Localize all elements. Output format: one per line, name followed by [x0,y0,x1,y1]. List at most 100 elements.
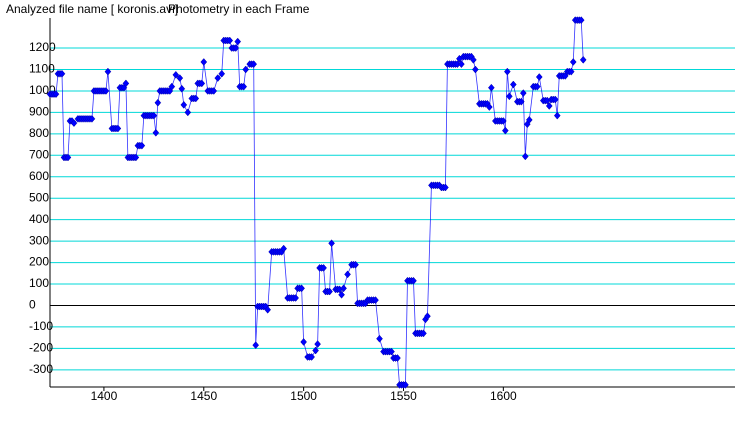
point-marker [210,87,218,95]
x-tick-label: 1500 [290,389,317,403]
y-tick-label: -100 [29,319,53,333]
y-tick-label: 900 [29,105,49,119]
point-marker [252,341,260,350]
point-marker [168,82,176,91]
point-marker [470,55,477,64]
point-marker [500,117,507,125]
point-marker [388,347,395,356]
point-marker [176,74,184,82]
point-marker [569,58,577,66]
point-marker [488,83,495,92]
y-tick-label: 800 [29,126,49,140]
point-marker [172,70,180,79]
point-marker [198,79,206,88]
point-marker [577,16,585,25]
y-tick-label: 400 [29,212,49,226]
point-marker [376,334,383,343]
point-marker [242,65,250,74]
point-marker [138,141,146,150]
point-marker [214,74,222,82]
point-marker [152,128,160,137]
point-marker [150,111,158,120]
point-marker [226,36,234,45]
point-marker [240,82,248,91]
point-marker [410,276,417,285]
y-tick-label: -200 [29,341,53,355]
point-marker [442,183,449,192]
point-marker [458,60,465,69]
point-marker [517,97,525,106]
point-marker [308,353,315,361]
point-marker [102,87,110,95]
point-marker [320,264,327,272]
point-marker [521,152,529,161]
x-tick-label: 1550 [390,389,417,403]
point-marker [579,55,587,64]
point-marker [298,284,305,293]
point-marker [180,101,188,109]
point-marker [420,329,427,338]
point-marker [250,60,258,69]
point-marker [122,79,130,88]
point-marker [114,124,122,133]
point-marker [314,340,321,348]
point-marker [232,44,240,52]
point-marker [104,67,112,76]
point-marker [328,239,335,248]
y-tick-label: 200 [29,255,49,269]
point-marker [519,89,527,97]
point-marker [200,58,208,66]
point-marker [70,119,78,128]
y-tick-label: 1200 [29,40,56,54]
y-tick-label: 1100 [29,62,55,76]
point-marker [52,90,60,99]
point-marker [372,296,379,304]
point-marker [64,153,72,162]
point-marker [344,270,351,279]
y-tick-label: 300 [29,233,49,247]
point-marker [312,346,319,355]
point-marker [352,260,359,269]
y-tick-label: 600 [29,169,49,183]
point-marker [525,116,533,124]
x-tick-label: 1400 [91,389,118,403]
point-marker [551,95,559,104]
point-marker [192,94,200,103]
point-marker [154,98,162,107]
point-marker [486,103,493,111]
point-marker [338,290,345,299]
point-marker [394,354,401,362]
point-marker [58,69,66,78]
x-tick-label: 1450 [190,389,217,403]
point-marker [340,284,347,293]
point-marker [535,73,543,81]
point-marker [533,82,541,91]
y-tick-label: 0 [29,298,36,312]
point-marker [567,67,575,76]
point-marker [292,294,299,302]
point-marker [132,153,140,162]
point-marker [300,338,307,346]
point-marker [553,111,561,120]
point-marker [502,126,509,135]
point-marker [472,65,479,74]
point-marker [184,108,192,117]
point-marker [504,67,511,76]
chart-title: Analyzed file name [ koronis.avi] [6,2,178,16]
point-marker [264,305,272,314]
point-marker [88,114,96,123]
point-marker [506,92,513,101]
point-marker [234,37,242,46]
point-marker [509,80,517,89]
y-tick-label: 700 [29,147,49,161]
point-marker [280,244,287,253]
y-tick-label: 500 [29,190,49,204]
point-marker [178,84,186,93]
point-marker [545,102,553,110]
y-tick-label: 100 [29,276,49,290]
point-marker [424,312,431,321]
point-marker [326,287,333,296]
x-tick-label: 1600 [490,389,517,403]
